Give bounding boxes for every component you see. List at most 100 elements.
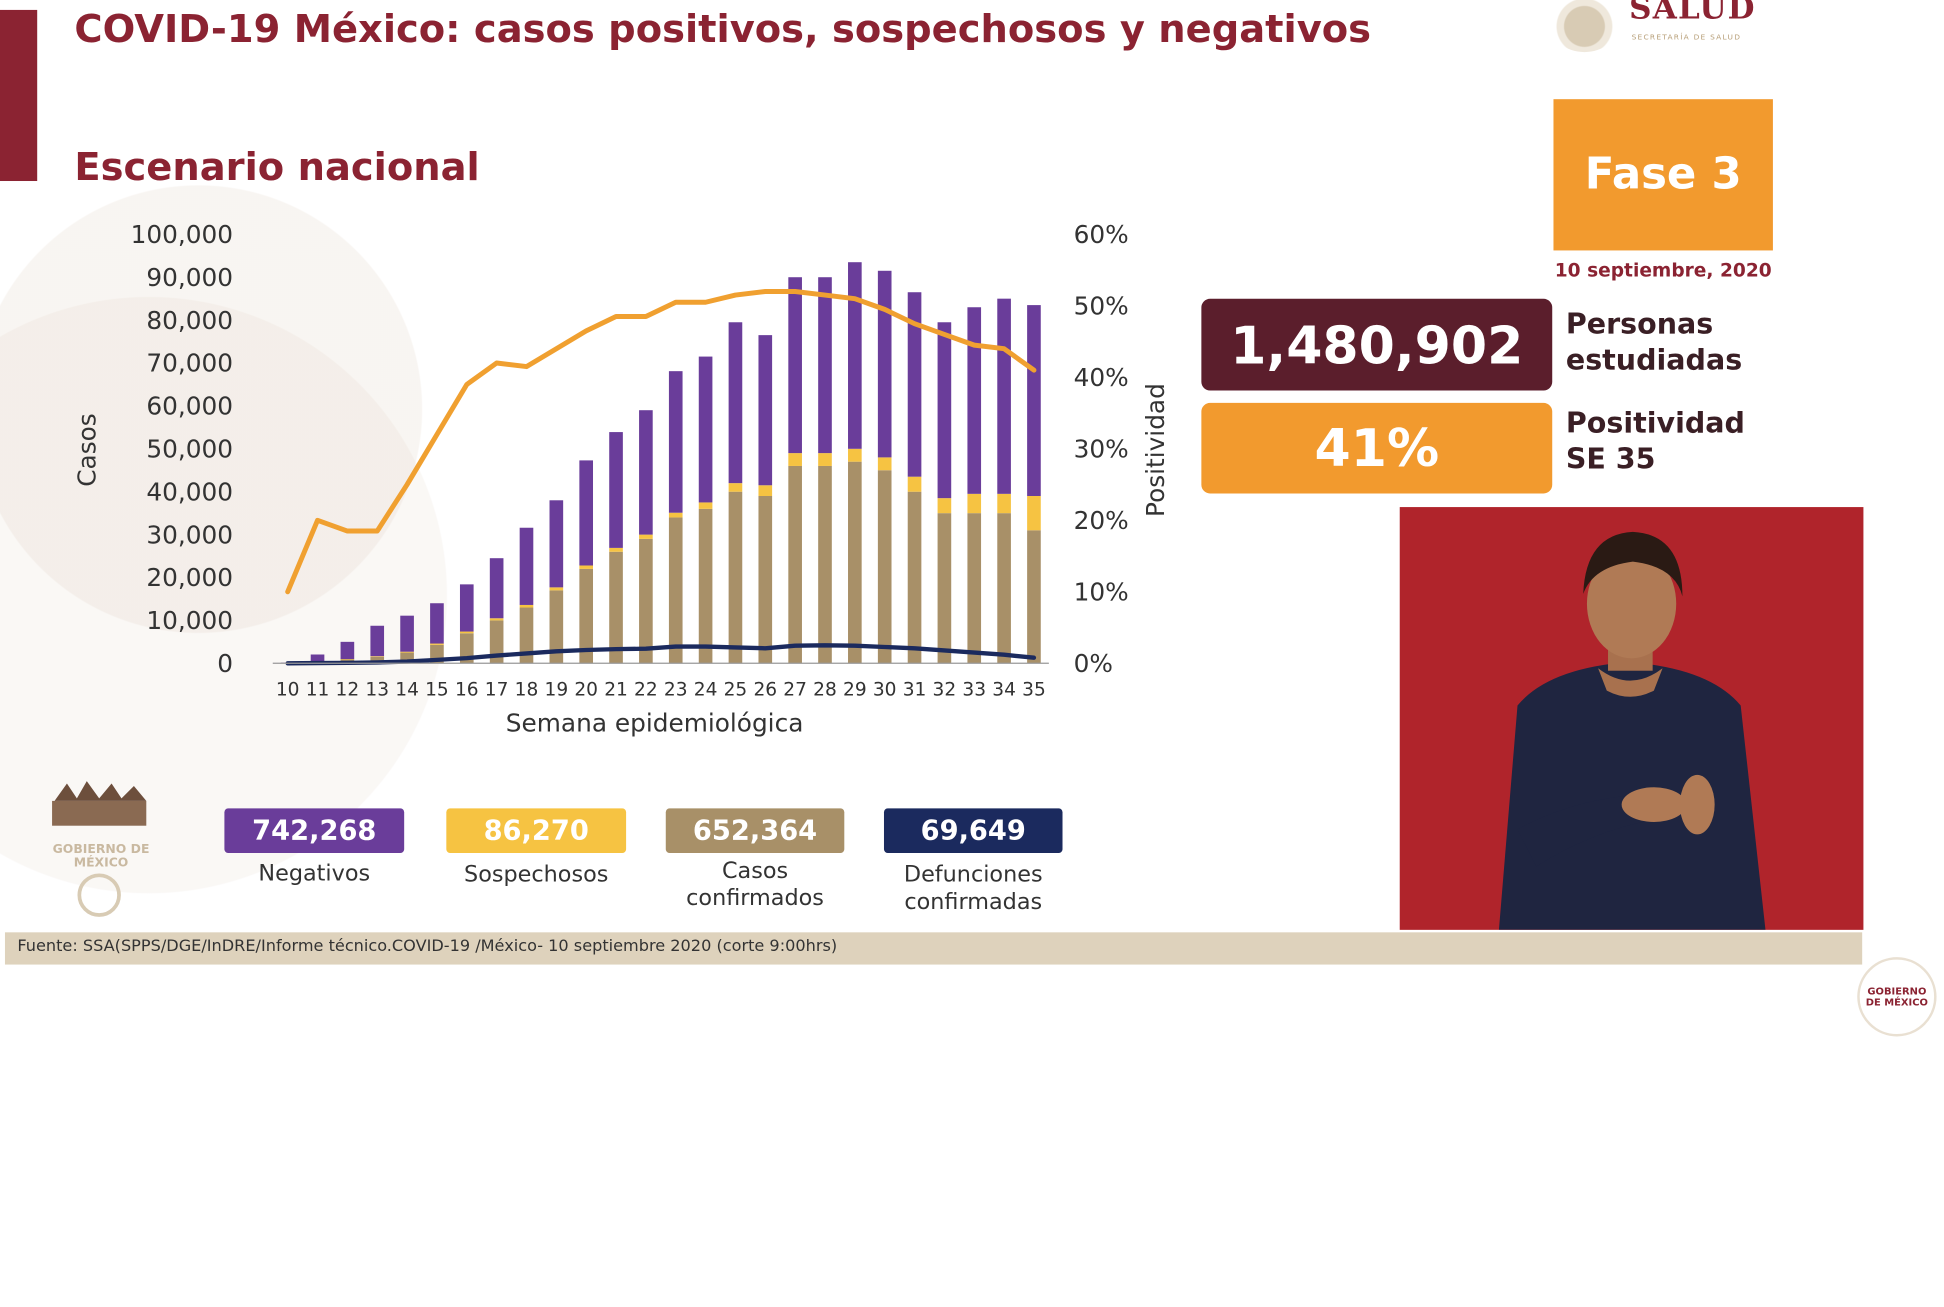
bar-negativos [520,528,534,605]
x-tick-label: 28 [813,680,837,701]
bar-sospechosos [878,457,892,470]
sospechosos-label-line1: Sospechosos [446,862,626,889]
people-studied-label-line2: estudiadas [1566,343,1742,379]
sospechosos-badge: 86,270 [446,808,626,853]
covid-chart: 100,00090,00080,00070,00060,00050,00040,… [74,211,1190,744]
page-title: COVID-19 México: casos positivos, sospec… [74,7,1371,52]
bar-casos-confirmados [758,496,772,663]
bar-sospechosos [400,652,414,653]
bar-sospechosos [550,587,564,590]
bar-sospechosos [520,605,534,608]
page-subtitle: Escenario nacional [74,145,479,190]
y-axis-left: 100,00090,00080,00070,00060,00050,00040,… [131,220,233,678]
people-studied-label: Personas estudiadas [1566,307,1742,379]
confirmados-label-line2: confirmados [666,885,845,912]
x-tick-label: 17 [485,680,509,701]
bar-negativos [878,271,892,458]
people-studied-value: 1,480,902 [1201,299,1552,391]
x-tick-label: 34 [992,680,1016,701]
x-tick-label: 22 [634,680,658,701]
y-axis-title: Casos [74,413,101,486]
y-tick-label: 60,000 [146,392,233,421]
bar-negativos [609,432,623,548]
x-tick-label: 25 [724,680,748,701]
bar-negativos [639,410,653,534]
gobierno-logo-text: GOBIERNO DE MÉXICO [1860,986,1934,1008]
bar-casos-confirmados [967,513,981,663]
line-series [288,292,1034,664]
positivity-label: Positividad SE 35 [1566,407,1745,479]
y2-tick-label: 30% [1074,434,1129,463]
bar-negativos [997,299,1011,494]
confirmados-label: Casos confirmados [666,858,845,913]
y-tick-label: 50,000 [146,434,233,463]
defunciones-label-line2: confirmadas [884,889,1063,916]
government-emblem: GOBIERNO DE MÉXICO [42,779,160,918]
bar-negativos [669,371,683,513]
salud-logo-subtext: SECRETARÍA DE SALUD [1632,33,1742,42]
y-tick-label: 70,000 [146,349,233,378]
x-tick-label: 35 [1022,680,1046,701]
confirmados-label-line1: Casos [666,858,845,885]
y-tick-label: 30,000 [146,520,233,549]
bar-negativos [788,277,802,453]
x-tick-label: 29 [843,680,867,701]
x-tick-label: 15 [425,680,449,701]
defunciones-label: Defunciones confirmadas [884,862,1063,917]
y2-tick-label: 10% [1074,577,1129,606]
source-footnote: Fuente: SSA(SPPS/DGE/InDRE/Informe técni… [17,937,837,956]
x-tick-label: 11 [306,680,330,701]
interpreter-figure [1400,507,1864,930]
line-positividad [288,292,1034,592]
x-tick-label: 30 [873,680,897,701]
bar-negativos [370,626,384,656]
bar-casos-confirmados [699,509,713,663]
defunciones-label-line1: Defunciones [884,862,1063,889]
phase-badge: Fase 3 [1553,99,1772,250]
bar-negativos [550,500,564,587]
bar-sospechosos [639,535,653,539]
bar-negativos [967,307,981,494]
y2-tick-label: 60% [1074,220,1129,249]
bar-sospechosos [848,449,862,462]
x-tick-label: 33 [962,680,986,701]
x-tick-label: 16 [455,680,479,701]
bar-sospechosos [908,477,922,492]
y2-tick-label: 50% [1074,291,1129,320]
bar-negativos [729,322,743,483]
x-tick-label: 20 [574,680,598,701]
y2-axis-title: Positividad [1141,383,1170,517]
y-tick-label: 10,000 [146,606,233,635]
x-tick-label: 32 [933,680,957,701]
y-tick-label: 0 [217,649,233,678]
x-tick-label: 24 [694,680,718,701]
bar-negativos [848,262,862,449]
y-tick-label: 100,000 [131,220,233,249]
bar-sospechosos [490,618,504,620]
accent-bar [0,10,37,181]
bar-negativos [311,654,325,661]
bar-casos-confirmados [908,492,922,664]
bar-negativos [490,558,504,618]
positivity-label-line2: SE 35 [1566,443,1745,479]
bar-casos-confirmados [997,513,1011,663]
bar-sospechosos [430,644,444,645]
x-axis-title: Semana epidemiológica [506,708,804,737]
bar-casos-confirmados [878,470,892,663]
x-tick-label: 23 [664,680,688,701]
bar-sospechosos [938,498,952,513]
bar-negativos [699,357,713,503]
bar-sospechosos [788,453,802,466]
bar-sospechosos [370,656,384,657]
y-axis-right: 60%50%40%30%20%10%0% [1074,220,1129,678]
bar-casos-confirmados [938,513,952,663]
people-studied-label-line1: Personas [1566,307,1742,343]
bar-casos-confirmados [729,492,743,664]
x-tick-label: 26 [753,680,777,701]
bar-casos-confirmados [818,466,832,663]
y2-tick-label: 40% [1074,363,1129,392]
bar-sospechosos [609,548,623,552]
bar-negativos [400,616,414,652]
bar-negativos [579,460,593,565]
